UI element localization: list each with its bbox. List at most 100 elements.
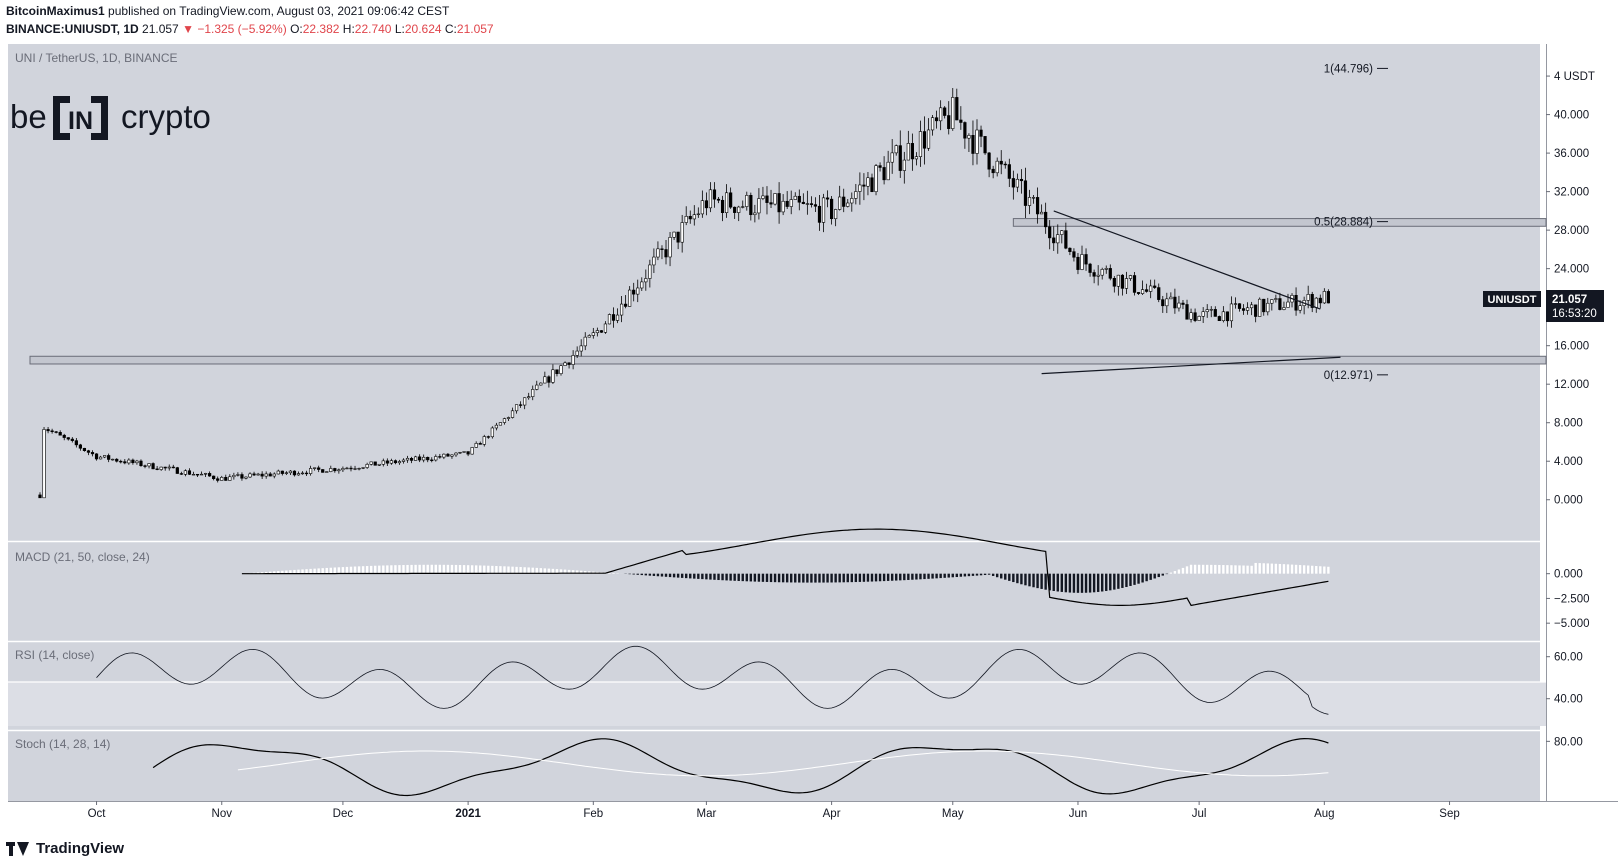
candle: [1040, 204, 1044, 215]
candle: [1124, 271, 1129, 295]
candle: [276, 469, 280, 475]
y-tick-label: 0.000: [1554, 495, 1583, 507]
candle: [304, 470, 309, 476]
descending-trendline[interactable]: [1053, 210, 1321, 310]
price-axis[interactable]: 0.0004.0008.00012.00016.00020.00024.0002…: [1546, 71, 1595, 507]
macd-histogram-bar: [644, 573, 648, 576]
candle: [393, 459, 398, 465]
candle: [1140, 280, 1145, 296]
candle: [680, 214, 684, 253]
candle: [749, 192, 753, 221]
candle: [506, 416, 511, 421]
indicator-tick-label: −2.500: [1554, 593, 1590, 605]
candle: [62, 433, 66, 441]
support-zone[interactable]: [29, 355, 1547, 365]
macd-histogram-bar: [777, 573, 781, 583]
macd-histogram-bar: [959, 573, 963, 577]
macd-histogram-bar: [1121, 573, 1124, 588]
macd-histogram-bar: [446, 564, 450, 574]
macd-histogram-bar: [305, 569, 308, 574]
author-name[interactable]: BitcoinMaximus1: [6, 4, 105, 18]
macd-histogram-bar: [1125, 573, 1128, 587]
macd-histogram-bar: [903, 573, 906, 581]
time-axis[interactable]: Oct Nov Dec 2021 Feb Mar Apr May Jun Jul Aug Sep: [88, 801, 1460, 820]
macd-histogram-bar: [1000, 573, 1003, 579]
macd-histogram-bar: [947, 573, 950, 578]
candle: [381, 458, 385, 467]
macd-histogram-bar: [1266, 563, 1269, 574]
candle: [191, 471, 196, 476]
candle: [86, 449, 91, 456]
open-label: O:: [290, 22, 303, 36]
candle: [910, 133, 914, 171]
candle: [1173, 288, 1177, 314]
macd-histogram-bar: [753, 573, 757, 582]
candle: [58, 430, 62, 436]
candle: [325, 471, 329, 473]
candle: [692, 205, 696, 226]
low-label: L:: [394, 22, 405, 36]
candle: [805, 190, 809, 215]
candle: [611, 307, 616, 328]
candle: [135, 459, 139, 465]
candle: [801, 193, 805, 205]
rsi-line: [96, 645, 1329, 715]
candle: [139, 459, 143, 467]
candle: [700, 190, 704, 218]
macd-histogram-bar: [499, 566, 502, 574]
candle: [967, 133, 971, 152]
macd-histogram-bar: [434, 564, 438, 574]
macd-histogram-bar: [1306, 565, 1310, 574]
macd-histogram-bar: [975, 573, 979, 576]
candle: [527, 392, 531, 400]
x-tick-label: Feb: [583, 808, 603, 820]
macd-histogram-bar: [713, 573, 716, 580]
macd-histogram-bar: [1323, 566, 1326, 574]
candle: [50, 428, 54, 434]
macd-histogram-bar: [680, 573, 684, 578]
candle: [579, 339, 583, 357]
macd-histogram-bar: [987, 573, 991, 575]
resistance-zone[interactable]: [1012, 218, 1547, 227]
macd-histogram-bar: [450, 564, 454, 574]
macd-histogram-bar: [979, 573, 983, 576]
candle: [1011, 170, 1015, 200]
tradingview-footer[interactable]: TradingView: [6, 840, 124, 857]
candle: [490, 426, 494, 439]
candle: [1007, 158, 1011, 187]
candle: [107, 453, 111, 463]
macd-histogram-bar: [1153, 573, 1156, 579]
last-price: 21.057: [142, 22, 179, 36]
macd-histogram-bar: [1141, 573, 1144, 583]
candle: [308, 465, 313, 476]
ascending-trendline[interactable]: [1041, 356, 1341, 375]
candle: [607, 313, 612, 325]
macd-histogram-bar: [1133, 573, 1136, 585]
macd-histogram-bar: [1185, 566, 1189, 574]
macd-histogram-bar: [503, 566, 506, 574]
price-change: −1.325 (−5.92%): [197, 22, 287, 36]
candle: [1044, 202, 1048, 234]
macd-histogram-bar: [1072, 573, 1076, 593]
macd-histogram-bar: [531, 567, 534, 574]
candle: [1274, 294, 1278, 303]
macd-histogram-bar: [1145, 573, 1148, 582]
candle: [94, 453, 99, 461]
price-tag[interactable]: UNIUSDT 21.057 16:53:20: [1483, 290, 1604, 322]
candle: [636, 279, 640, 303]
candle: [203, 472, 208, 477]
macd-histogram-bar: [269, 571, 272, 574]
candle: [999, 150, 1003, 175]
candle: [1153, 279, 1157, 289]
candle: [959, 106, 963, 130]
candle: [256, 472, 260, 476]
macd-histogram-bar: [1290, 564, 1294, 574]
macd-histogram-bar: [1088, 573, 1092, 593]
macd-histogram-bar: [826, 573, 829, 583]
y-tick-label: 32.000: [1554, 187, 1589, 199]
fib-label: 0(12.971): [1324, 370, 1373, 382]
candle: [98, 455, 103, 460]
candle: [434, 454, 438, 462]
candle: [951, 88, 955, 131]
